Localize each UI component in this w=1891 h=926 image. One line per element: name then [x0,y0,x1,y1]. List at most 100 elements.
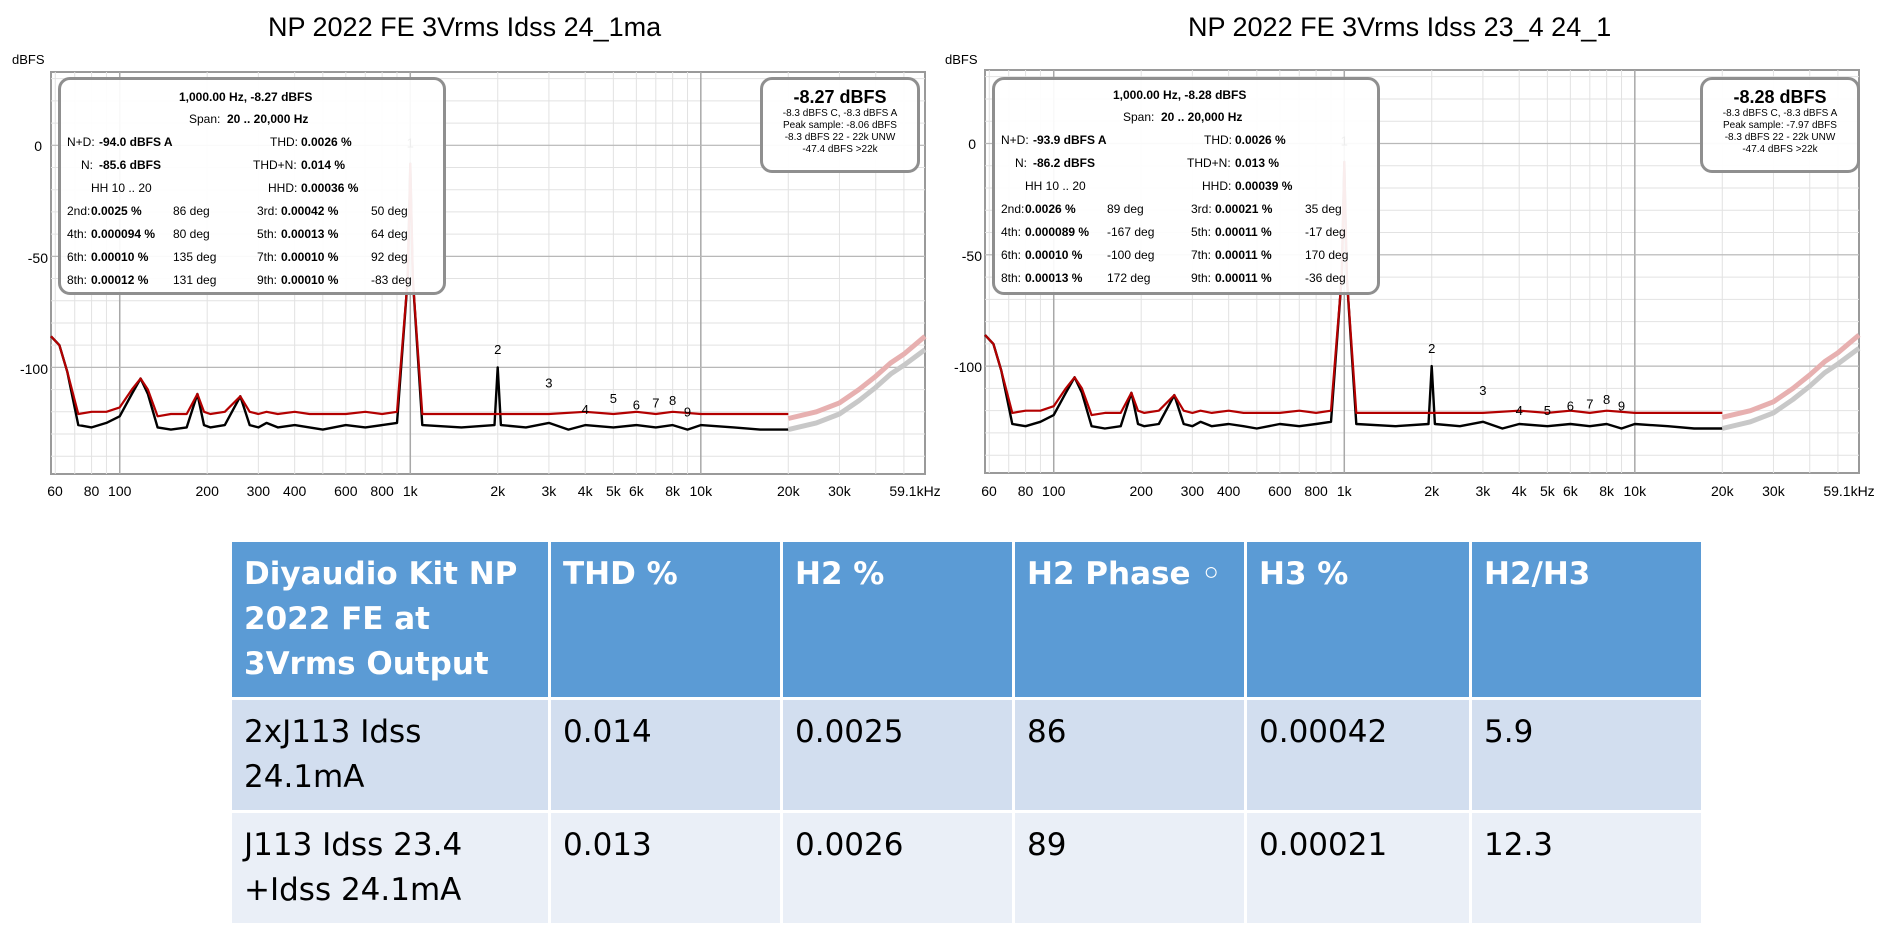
x-tick-label: 5k [605,483,621,499]
table-header-cell: H2/H3 [1469,539,1704,700]
harmonic-value: 0.00011 % [1215,271,1272,285]
harmonic-label: 7th: [1191,248,1212,262]
harmonic-label: 2nd: [67,204,91,218]
x-tick-label: 100 [108,483,132,499]
info-header: 1,000.00 Hz, -8.27 dBFS [179,90,313,104]
x-tick-label: 3k [541,483,557,499]
harmonic-value: 0.00010 % [91,250,149,264]
peak-line: -8.3 dBFS 22 - 22k UNW [784,132,896,143]
x-tick-label: 1k [1336,483,1352,499]
peak-line: Peak sample: -7.97 dBFS [1723,120,1837,131]
y-tick-label: -100 [19,361,48,377]
y-tick-label: 0 [34,138,42,154]
span-label: Span: [1123,110,1155,124]
x-tick-label: 30k [1762,483,1785,499]
y-tick-label: -50 [27,250,48,266]
peak-level-value: -8.28 dBFS [1733,87,1827,107]
thd-value: 0.0026 % [301,135,352,149]
table-cell: 0.00021 [1244,810,1472,926]
x-tick-label: 4k [1511,483,1527,499]
harmonic-value: 0.0025 % [91,204,142,218]
x-tick-label: 80 [1017,483,1034,499]
harmonic-marker: 8 [1603,392,1610,407]
harmonic-marker: 3 [545,375,552,390]
series-line [1721,333,1861,420]
harmonic-marker: 3 [1479,383,1486,398]
x-tick-label: 1k [402,483,418,499]
series-line [787,334,927,421]
x-tick-label: 20k [1710,483,1734,499]
harmonic-label: 6th: [67,250,88,264]
chart-title: NP 2022 FE 3Vrms Idss 23_4 24_1 [1188,12,1612,42]
harmonic-phase: 170 deg [1305,248,1349,262]
y-tick-label: -50 [961,248,982,264]
peak-line: Peak sample: -8.06 dBFS [783,120,897,131]
x-tick-label: 20k [776,483,800,499]
x-tick-label: 800 [370,483,394,499]
harmonic-phase: 89 deg [1107,202,1144,216]
harmonic-marker: 2 [1428,341,1435,356]
x-tick-label: 200 [1129,483,1153,499]
table-cell: 0.0026 [780,810,1015,926]
table-row: 2xJ113 Idss 24.1mA 0.014 0.0025 86 0.000… [229,697,1704,813]
harmonic-phase: 86 deg [173,204,210,218]
harmonic-label: 5th: [257,227,278,241]
peak-level-box: -8.27 dBFS -8.3 dBFS C, -8.3 dBFS A Peak… [760,77,920,173]
harmonic-phase: 35 deg [1305,202,1342,216]
x-tick-label: 60 [981,483,997,499]
x-tick-label: 6k [628,483,644,499]
x-tick-label: 400 [1216,483,1241,499]
harmonic-marker: 6 [633,398,640,413]
harmonic-value: 0.00010 % [281,273,339,287]
harmonic-marker: 6 [1567,399,1574,414]
thd-label: THD: [270,135,298,149]
harmonic-label: 2nd: [1001,202,1025,216]
harmonic-label: 3rd: [1191,202,1212,216]
hhd-value: 0.00036 % [301,181,359,195]
x-tick-label: 300 [1180,483,1205,499]
nd-value: -94.0 dBFS A [99,135,173,149]
hhd-label: HHD: [268,181,298,195]
harmonic-phase: -167 deg [1107,225,1155,239]
y-unit-label: dBFS [945,52,978,67]
table-cell: J113 Idss 23.4 +Idss 24.1mA [229,810,551,926]
harmonic-phase: 172 deg [1107,271,1151,285]
harmonic-label: 7th: [257,250,278,264]
harmonic-value: 0.000089 % [1025,225,1090,239]
x-tick-label: 2k [1424,483,1440,499]
harmonic-phase: -83 deg [371,273,412,287]
x-tick-label: 4k [577,483,593,499]
n-value: -86.2 dBFS [1033,156,1096,170]
hh-label: HH 10 .. 20 [91,181,152,195]
peak-line: -8.3 dBFS 22 - 22k UNW [1724,132,1836,143]
x-tick-label: 3k [1475,483,1491,499]
harmonic-label: 9th: [1191,271,1212,285]
thdn-label: THD+N: [1187,156,1231,170]
harmonic-marker: 2 [494,342,501,357]
table-header-cell: H2 Phase ◦ [1012,539,1247,700]
table-header-cell: H3 % [1244,539,1472,700]
measurement-info-box: 1,000.00 Hz, -8.27 dBFS Span: 20 .. 20,0… [58,77,446,295]
series-line [1721,346,1861,431]
harmonic-phase: 135 deg [173,250,217,264]
thdn-value: 0.013 % [1235,156,1280,170]
x-tick-label: 6k [1562,483,1578,499]
y-unit-label: dBFS [12,52,45,67]
harmonic-label: 8th: [1001,271,1022,285]
hhd-value: 0.00039 % [1235,179,1293,193]
x-tick-label: 2k [490,483,506,499]
harmonic-value: 0.00013 % [1025,271,1083,285]
peak-line: -47.4 dBFS >22k [1742,144,1818,155]
harmonic-marker: 4 [582,402,589,417]
harmonic-marker: 5 [1544,403,1551,418]
table-cell: 2xJ113 Idss 24.1mA [229,697,551,813]
harmonic-value: 0.00010 % [281,250,339,264]
x-tick-label: 10k [689,483,713,499]
thd-value: 0.0026 % [1235,133,1286,147]
span-value: 20 .. 20,000 Hz [227,112,309,126]
hhd-label: HHD: [1202,179,1232,193]
series-line [984,160,1723,417]
peak-line: -47.4 dBFS >22k [802,144,878,155]
x-tick-label: 200 [195,483,219,499]
span-value: 20 .. 20,000 Hz [1161,110,1243,124]
